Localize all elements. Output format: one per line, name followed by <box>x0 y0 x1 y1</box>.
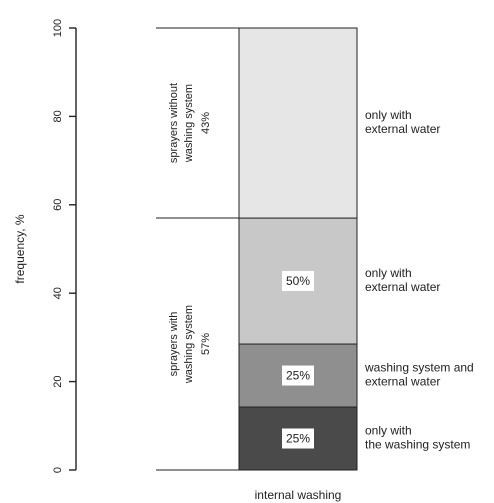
group-label-line: washing system <box>183 305 195 384</box>
group-label-line: sprayers with <box>168 312 180 377</box>
bar-segments <box>238 27 358 471</box>
x-axis-title: internal washing <box>255 488 342 502</box>
group-label-line: washing system <box>183 84 195 163</box>
segment-category-line: external water <box>365 122 440 136</box>
y-tick-label: 40 <box>52 287 64 299</box>
y-tick-label: 80 <box>52 110 64 122</box>
value-label: 25% <box>286 369 310 383</box>
y-tick-label: 60 <box>52 199 64 211</box>
value-label-box <box>282 365 314 386</box>
group-brackets: sprayers without washing system 43%sprayer… <box>156 27 239 471</box>
y-tick-label: 100 <box>52 19 64 37</box>
value-label-box <box>282 271 314 292</box>
axis-titles: frequency, % internal washing <box>13 214 341 502</box>
bar-segment <box>238 27 358 219</box>
group-label-line: 57% <box>200 333 212 355</box>
segment-category-line: only with <box>365 108 412 122</box>
segment-category-line: external water <box>365 280 440 294</box>
y-axis: 0 20 40 60 80 100 <box>52 19 77 473</box>
y-tick-label: 20 <box>52 375 64 387</box>
segment-category-line: external water <box>365 375 440 389</box>
value-label: 25% <box>286 432 310 446</box>
group-label-line: sprayers without <box>168 83 180 163</box>
group-label-line: 43% <box>200 112 212 134</box>
segment-category-line: the washing system <box>365 438 470 452</box>
value-label-box <box>282 428 314 449</box>
y-axis-title: frequency, % <box>13 214 27 283</box>
y-tick-label: 0 <box>52 467 64 473</box>
value-label: 50% <box>286 274 310 288</box>
segment-category-line: only with <box>365 266 412 280</box>
segment-category-line: washing system and <box>364 361 474 375</box>
segment-category-line: only with <box>365 424 412 438</box>
